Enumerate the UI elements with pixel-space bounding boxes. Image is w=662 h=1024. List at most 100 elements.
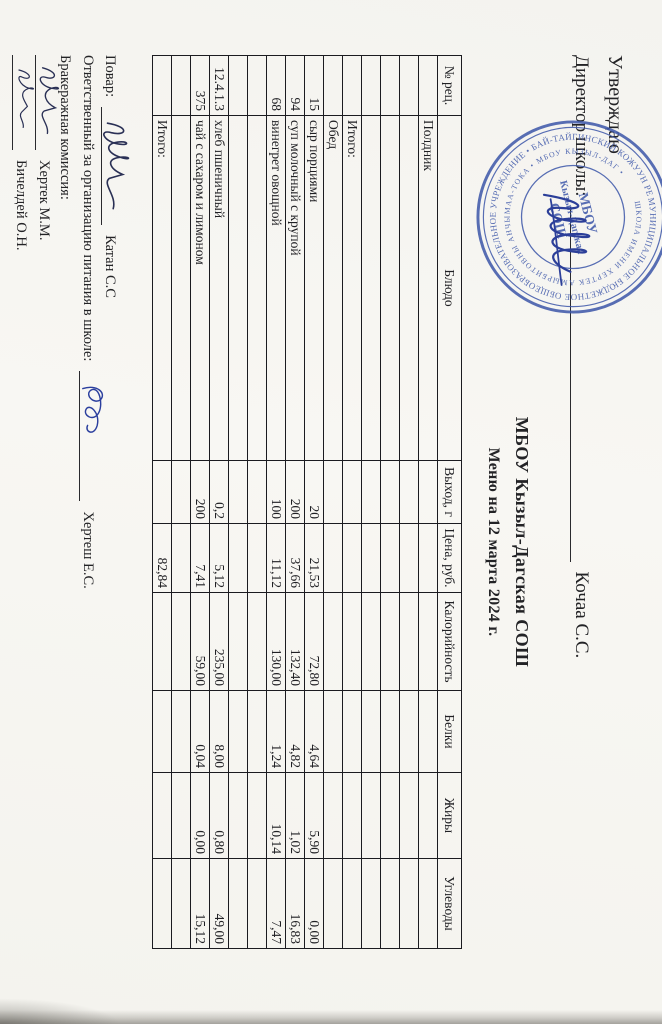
cell: 37,66 <box>285 523 305 593</box>
responsible-name: Хертеш Е.С. <box>80 511 96 589</box>
member2-signature-icon <box>18 69 35 128</box>
document-subtitle: Меню на 12 марта 2024 г. <box>485 447 502 637</box>
cell: 235,00 <box>209 592 229 691</box>
cell: 16,83 <box>285 858 305 949</box>
cell: 11,12 <box>266 523 286 593</box>
responsible-underline <box>79 371 104 502</box>
cook-label: Повар: <box>102 55 118 98</box>
commission-member-row: Бичелдей О.Н. <box>12 55 35 251</box>
member1-signature-icon <box>39 67 60 135</box>
cell: 4,82 <box>285 690 305 773</box>
cell <box>418 55 438 116</box>
cell: 0,04 <box>190 690 210 773</box>
cell: 8,00 <box>209 690 229 773</box>
cell: 0,2 <box>209 460 229 524</box>
cell: 5,90 <box>304 772 324 859</box>
member2-underline <box>12 55 35 150</box>
cell: 7,47 <box>266 858 286 949</box>
cell: суп молочный с крупой <box>285 115 305 461</box>
cell: 0,00 <box>190 772 210 859</box>
cell: 1,24 <box>266 690 286 773</box>
table-row: 68 винегрет овощной 100 11,12 130,00 1,2… <box>266 55 286 949</box>
column-header: Выход, г <box>437 460 462 524</box>
cell: 15,12 <box>190 858 210 949</box>
menu-table: № рец. Блюдо Выход, г Цена, руб. Калорий… <box>152 55 462 949</box>
table-row <box>247 55 267 949</box>
column-header: Цена, руб. <box>437 523 462 593</box>
cell: 12.4.1.3 <box>209 55 229 116</box>
cell: 59,00 <box>190 592 210 691</box>
member2-name: Бичелдей О.Н. <box>13 160 29 251</box>
responsible-row: Ответственный за организацию питания в ш… <box>79 55 104 589</box>
column-header: Углеводы <box>437 858 462 949</box>
member1-underline <box>35 55 60 150</box>
stamp-inner-circle <box>520 164 626 270</box>
cell: 0,00 <box>304 858 324 949</box>
cell: 132,40 <box>285 592 305 691</box>
scan-corner-shadow <box>0 998 120 1024</box>
table-row: 15 сыр порциями 20 21,53 72,80 4,64 5,90… <box>304 55 324 949</box>
member1-name: Хертек М.М. <box>36 160 52 241</box>
director-name: Кочаа С.С. <box>571 571 592 659</box>
cell: 15 <box>304 55 324 116</box>
table-row: 12.4.1.3 хлеб пшеничный 0,2 5,12 235,00 … <box>209 55 229 949</box>
column-header: Белки <box>437 690 462 773</box>
table-row <box>171 55 191 949</box>
section-label: Полдник <box>418 115 438 461</box>
table-row <box>228 55 248 949</box>
scan-edge-shadow <box>0 1010 662 1024</box>
stamp-mid-circle <box>482 126 662 308</box>
responsible-label: Ответственный за организацию питания в ш… <box>80 55 96 362</box>
table-row: 375 чай с сахаром и лимоном 200 7,41 59,… <box>190 55 210 949</box>
stamp-outer-circle <box>476 120 662 314</box>
section-label: Обед <box>323 115 343 461</box>
cell: 375 <box>190 55 210 116</box>
cell: 130,00 <box>266 592 286 691</box>
title-block: МБОУ Кызыл-Дагская СОШ Меню на 12 марта … <box>484 0 532 1024</box>
total-label: Итого: <box>342 115 362 461</box>
table-row: Итого: <box>342 55 362 949</box>
responsible-signature-icon <box>82 387 104 434</box>
cell: сыр порциями <box>304 115 324 461</box>
cook-signature-icon <box>103 122 130 210</box>
table-row <box>399 55 419 949</box>
commission-member-row: Хертек М.М. <box>35 55 60 241</box>
table-row <box>380 55 400 949</box>
table-row <box>361 55 381 949</box>
cell: 68 <box>266 55 286 116</box>
table-row: Обед <box>323 55 343 949</box>
cell: 21,53 <box>304 523 324 593</box>
cell: 49,00 <box>209 858 229 949</box>
cook-underline <box>101 107 130 226</box>
cook-name: Катан С.С <box>102 235 118 298</box>
cell: 94 <box>285 55 305 116</box>
cell: 72,80 <box>304 592 324 691</box>
column-header: Блюдо <box>437 115 462 461</box>
cell: 7,41 <box>190 523 210 593</box>
cell: винегрет овощной <box>266 115 286 461</box>
cell: 5,12 <box>209 523 229 593</box>
cell: 20 <box>304 460 324 524</box>
cell: 10,14 <box>266 772 286 859</box>
table-row: 94 суп молочный с крупой 200 37,66 132,4… <box>285 55 305 949</box>
total-price: 82,84 <box>152 523 172 593</box>
document-title: МБОУ Кызыл-Дагская СОШ <box>512 416 532 668</box>
cell: 100 <box>266 460 286 524</box>
cell: 1,02 <box>285 772 305 859</box>
header-row: № рец. Блюдо Выход, г Цена, руб. Калорий… <box>437 55 462 949</box>
director-signature-icon <box>542 193 591 286</box>
cell: чай с сахаром и лимоном <box>190 115 210 461</box>
column-header: № рец. <box>437 55 462 116</box>
cell: 0,80 <box>209 772 229 859</box>
column-header: Калорийность <box>437 592 462 691</box>
table-row: Итого: 82,84 <box>152 55 172 949</box>
cell: 4,64 <box>304 690 324 773</box>
column-header: Жиры <box>437 772 462 859</box>
cell: 200 <box>285 460 305 524</box>
cell: 200 <box>190 460 210 524</box>
cook-row: Повар: Катан С.С <box>101 55 130 298</box>
cell: хлеб пшеничный <box>209 115 229 461</box>
total-label: Итого: <box>152 115 172 461</box>
